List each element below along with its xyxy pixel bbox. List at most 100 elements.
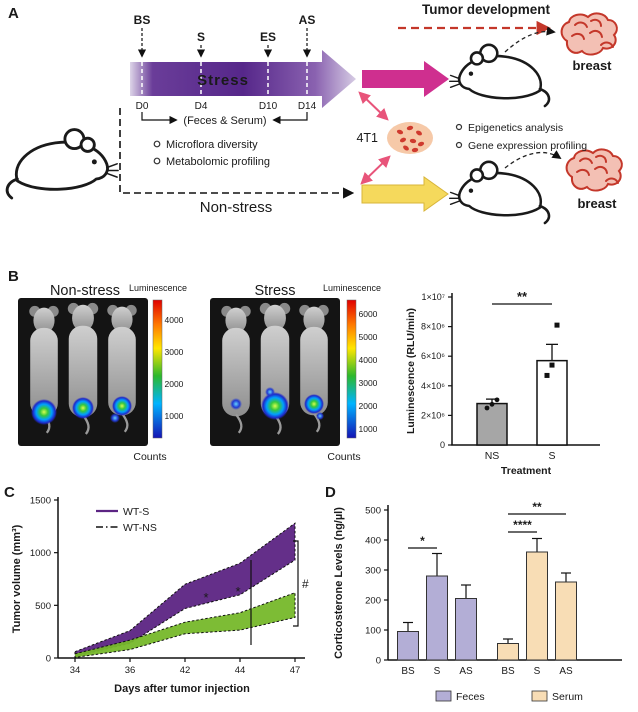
luminescence-label-2: Luminescence — [323, 283, 381, 293]
x-tick-label: S — [434, 666, 441, 677]
counts-label-2: Counts — [327, 451, 360, 463]
timepoint-as: AS — [299, 13, 316, 27]
mouse-icon-top-right — [448, 43, 551, 108]
day-d0: D0 — [136, 101, 149, 112]
luminescence-blob — [304, 394, 324, 414]
legend-label-serum: Serum — [552, 691, 583, 703]
y-tick-label: 4×10⁶ — [421, 381, 445, 391]
x-tick-label: NS — [485, 450, 500, 462]
x-tick-label: BS — [501, 666, 515, 677]
cells-4t1-icon — [387, 122, 433, 154]
legend-label-wtns: WT-NS — [123, 522, 157, 534]
timeline-day-lines — [141, 62, 308, 96]
significance-label: ** — [517, 289, 528, 304]
panel-b: B Non-stress Luminescence 4000 3000 2000… — [8, 268, 600, 477]
bullet-epigenetics: Epigenetics analysis — [455, 122, 563, 134]
brain-icon-bottom — [565, 148, 623, 192]
luminescence-blob — [265, 387, 275, 397]
panel-c-label: C — [4, 484, 15, 501]
y-tick-label: 0 — [46, 654, 51, 665]
bullet-microflora-label: Microflora diversity — [166, 139, 258, 151]
y-tick-label: 1×10⁷ — [421, 292, 445, 302]
bar-Serum-AS — [555, 581, 577, 661]
colorbar-tick: 6000 — [359, 309, 378, 319]
x-tick-label: 34 — [70, 665, 81, 676]
y-tick-label: 500 — [35, 601, 51, 612]
stress-timeline-arrow — [130, 50, 356, 108]
nonstress-label: Non-stress — [200, 199, 273, 216]
stress-image-title: Stress — [254, 283, 295, 299]
bar-S — [536, 359, 568, 446]
mouse-icon-bottom-right — [448, 160, 551, 225]
colorbar-tick: 4000 — [165, 315, 184, 325]
x-tick-label: AS — [459, 666, 473, 677]
y-tick-label: 2×10⁶ — [421, 410, 445, 420]
bar-Feces-BS — [397, 631, 419, 661]
data-point — [489, 401, 495, 407]
magenta-arrow — [362, 61, 449, 97]
bullet-icon — [455, 141, 463, 149]
panel-a-label: A — [8, 5, 19, 22]
colorbar-tick: 3000 — [359, 378, 378, 388]
colorbar-tick: 1000 — [359, 424, 378, 434]
panel-c: C 0 500 1000 1500 34 36 42 44 47 Tumor volume (mm… — [4, 484, 309, 695]
bullet-epigenetics-label: Epigenetics analysis — [468, 122, 563, 134]
feces-serum-label: (Feces & Serum) — [183, 115, 266, 127]
yellow-arrow — [361, 176, 449, 212]
colorbar-tick: 2000 — [165, 379, 184, 389]
colorbar-tick: 1000 — [165, 411, 184, 421]
stress-label: Stress — [197, 72, 249, 89]
y-tick-label: 100 — [365, 626, 381, 637]
day-d4: D4 — [195, 101, 208, 112]
pink-arrow-bottom — [360, 155, 391, 185]
legend-label-feces: Feces — [456, 691, 485, 703]
bar-Serum-BS — [497, 643, 519, 661]
luminescence-label-1: Luminescence — [129, 283, 187, 293]
y-tick-label: 1500 — [30, 496, 51, 507]
x-tick-label: AS — [559, 666, 573, 677]
day-d10: D10 — [259, 101, 278, 112]
bullet-gene-expression-label: Gene expression profiling — [468, 140, 587, 152]
timepoint-bs: BS — [134, 13, 151, 27]
day-d14: D14 — [298, 101, 317, 112]
x-tick-label: 42 — [180, 665, 191, 676]
mouse-icon-left — [5, 128, 120, 200]
x-tick-label: 44 — [235, 665, 246, 676]
colorbar-tick: 2000 — [359, 401, 378, 411]
panel-d-label: D — [325, 484, 336, 501]
x-tick-label: 47 — [290, 665, 301, 676]
x-axis-label: Days after tumor injection — [114, 683, 250, 695]
luminescence-blob — [230, 398, 242, 410]
bullet-icon — [153, 157, 161, 165]
bar-NS — [476, 402, 508, 446]
tumor-volume-chart: 0 500 1000 1500 34 36 42 44 47 Tumor volume (mm³)… — [11, 496, 309, 696]
mouse-to-brain-arrow-bottom — [504, 150, 562, 169]
timepoint-es: ES — [260, 30, 276, 44]
timepoint-arrows — [137, 28, 312, 58]
bar-Feces-S — [426, 575, 448, 661]
y-tick-label: 6×10⁶ — [421, 351, 445, 361]
legend-swatch-feces — [435, 690, 452, 702]
luminescence-bar-chart: 0 2×10⁶ 4×10⁶ 6×10⁶ 8×10⁶ 1×10⁷ NS S ** Luminesce… — [405, 289, 600, 477]
y-tick-label: 8×10⁶ — [421, 322, 445, 332]
luminescence-blob — [110, 413, 120, 423]
legend-swatch-serum — [531, 690, 548, 702]
data-point — [549, 362, 555, 368]
bullet-gene-expression: Gene expression profiling — [455, 140, 587, 152]
y-tick-label: 0 — [376, 656, 381, 667]
band-WT-NS — [74, 591, 296, 659]
x-tick-label: 36 — [125, 665, 136, 676]
significance-label: # — [302, 577, 309, 591]
bullet-icon — [455, 123, 463, 131]
colorbar-tick: 3000 — [165, 347, 184, 357]
colorbar-tick: 5000 — [359, 332, 378, 342]
bar-Feces-AS — [455, 598, 477, 661]
y-tick-label: 300 — [365, 566, 381, 577]
counts-label-1: Counts — [133, 451, 166, 463]
significance-bracket — [293, 540, 299, 627]
significance-label: ** — [532, 500, 542, 514]
brain-icon-top — [560, 12, 618, 56]
mouse-to-brain-arrow-top — [504, 26, 556, 53]
